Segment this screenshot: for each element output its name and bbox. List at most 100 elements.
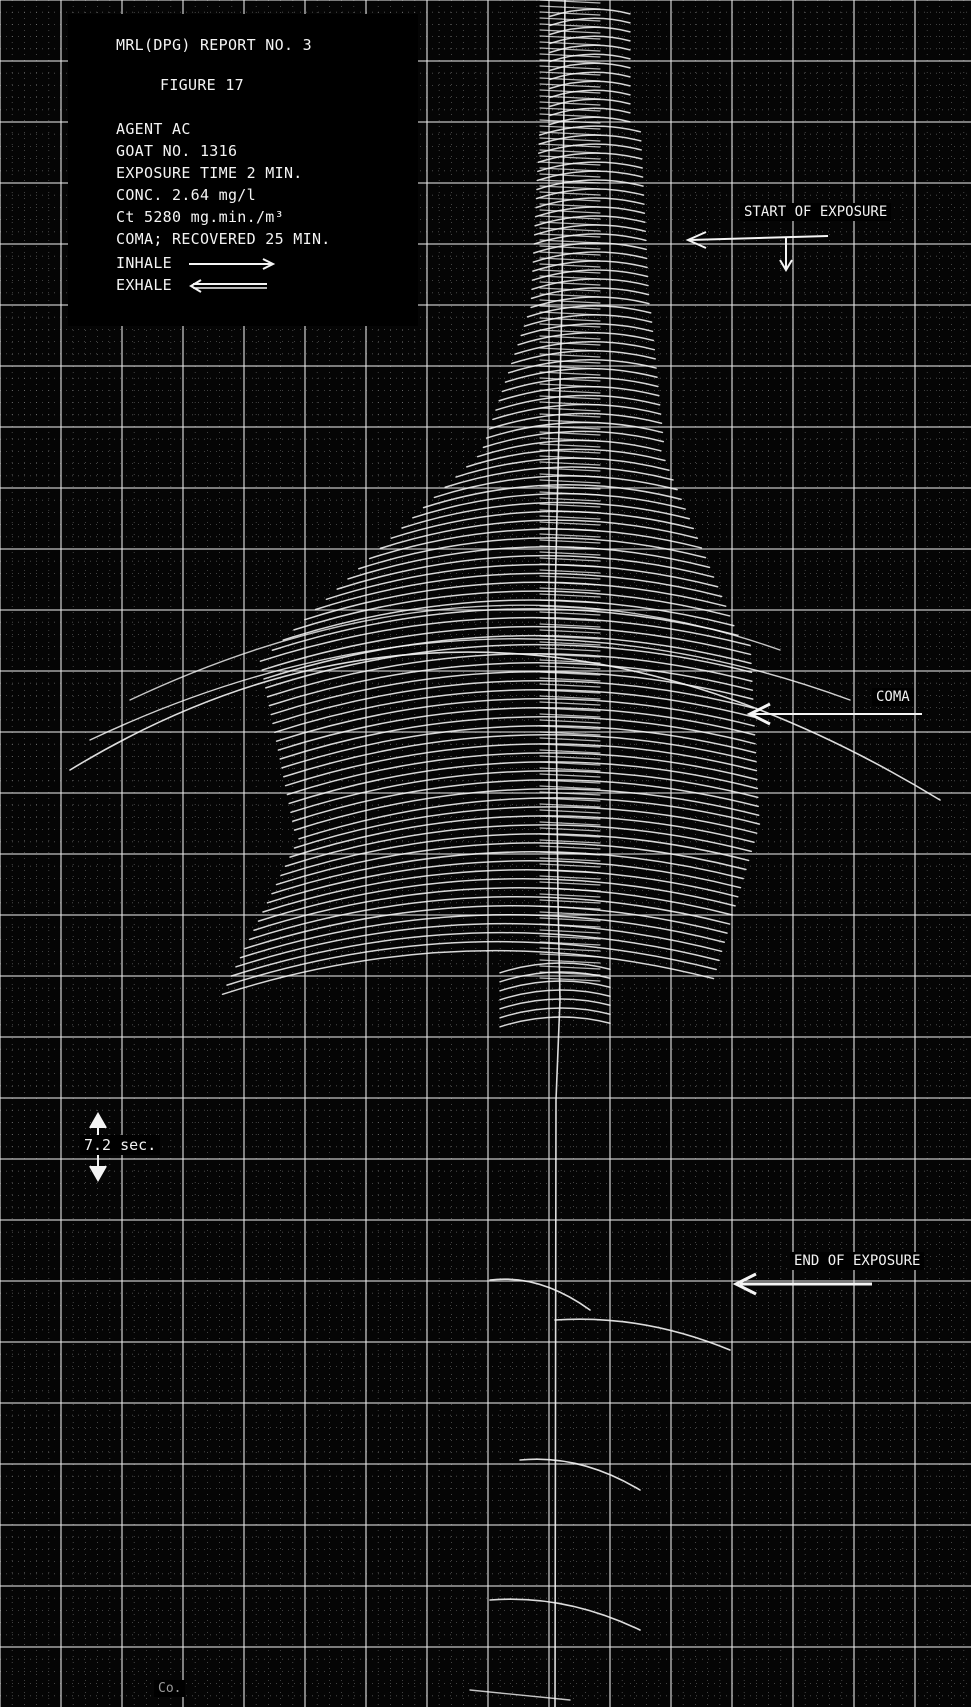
trace-core [539, 353, 601, 358]
trace-core [539, 683, 601, 688]
trace-core [539, 929, 601, 934]
trace-core [539, 161, 601, 166]
trace-sweep [520, 323, 654, 337]
trace-sweep [259, 616, 751, 662]
trace-core [539, 497, 601, 502]
trace-sweep [495, 394, 661, 411]
trace-core [539, 329, 601, 334]
trace-core [539, 173, 601, 178]
trace-core [539, 563, 601, 568]
trace-core [539, 143, 601, 148]
trace-core [539, 413, 601, 418]
trace-arc [129, 604, 781, 701]
trace-core [539, 845, 601, 850]
trace-core [539, 785, 601, 790]
trace-sweep [476, 439, 662, 458]
trace-sweep [304, 581, 727, 621]
trace-sweep [504, 367, 658, 383]
trace-sweep [244, 904, 728, 950]
trace-core [539, 851, 601, 856]
trace-sweep [485, 421, 664, 439]
trace-core [539, 395, 601, 400]
trace-core [539, 821, 601, 826]
trace-sweep [314, 572, 723, 611]
trace-core [539, 767, 601, 772]
trace-sweep [336, 554, 715, 590]
trace-sweep [533, 242, 647, 254]
trace-breath [489, 1278, 591, 1311]
trace-sweep [274, 689, 755, 734]
trace-core [539, 617, 601, 622]
trace-arc [69, 651, 941, 801]
trace-sweep [347, 546, 711, 580]
legend-box: MRL(DPG) REPORT NO. 3 FIGURE 17 AGENT AC… [68, 14, 418, 326]
inhale-label: INHALE [116, 254, 172, 272]
trace-core [539, 587, 601, 592]
trace-core [539, 791, 601, 796]
trace-sweep [235, 922, 723, 968]
trace-breath [519, 1458, 641, 1491]
trace-core [539, 233, 601, 238]
trace-sweep [499, 1016, 611, 1028]
trace-core [539, 11, 601, 16]
trace-core [539, 449, 601, 454]
legend-subject: GOAT NO. 1316 [116, 142, 238, 160]
trace-core [539, 29, 601, 34]
trace-core [539, 59, 601, 64]
trace-core [539, 689, 601, 694]
trace-core [539, 569, 601, 574]
trace-core [539, 515, 601, 520]
trace-sweep [230, 931, 720, 977]
trace-core [539, 371, 601, 376]
trace-core [539, 635, 601, 640]
trace-core [539, 83, 601, 88]
trace-core [539, 899, 601, 904]
trace-core [539, 425, 601, 430]
trace-sweep [390, 510, 695, 539]
trace-core [539, 533, 601, 538]
trace-sweep [532, 260, 648, 272]
footer-mark: Co. [154, 1680, 186, 1697]
trace-core [539, 959, 601, 964]
trace-core [539, 389, 601, 394]
trace-core [539, 485, 601, 490]
trace-sweep [526, 305, 652, 318]
trace-core [539, 575, 601, 580]
trace-sweep [261, 625, 752, 671]
trace-core [539, 335, 601, 340]
trace-core [539, 17, 601, 22]
trace-breath [489, 1598, 641, 1631]
trace-core [539, 833, 601, 838]
trace-core [539, 611, 601, 616]
exhale-arrow-icon [189, 278, 268, 293]
trace-core [539, 377, 601, 382]
trace-core [539, 305, 601, 310]
trace-core [539, 935, 601, 940]
trace-sweep [444, 466, 674, 488]
trace-core [539, 809, 601, 814]
trace-core [539, 257, 601, 262]
trace-sweep [358, 537, 707, 570]
trace-core [539, 341, 601, 346]
trace-core [539, 653, 601, 658]
trace-core [539, 113, 601, 118]
trace-core [539, 419, 601, 424]
trace-core [539, 695, 601, 700]
trace-core [539, 473, 601, 478]
trace-sweep [226, 940, 717, 986]
trace-core [539, 725, 601, 730]
trace-sweep [492, 403, 662, 421]
trace-core [539, 317, 601, 322]
trace-core [539, 149, 601, 154]
trace-core [539, 191, 601, 196]
trace-sweep [283, 734, 757, 778]
trace-core [539, 641, 601, 646]
trace-core [539, 839, 601, 844]
trace-core [539, 869, 601, 874]
trace-core [539, 137, 601, 142]
trace-sweep [325, 563, 719, 601]
trace-core [539, 509, 601, 514]
trace-sweep [271, 851, 744, 895]
